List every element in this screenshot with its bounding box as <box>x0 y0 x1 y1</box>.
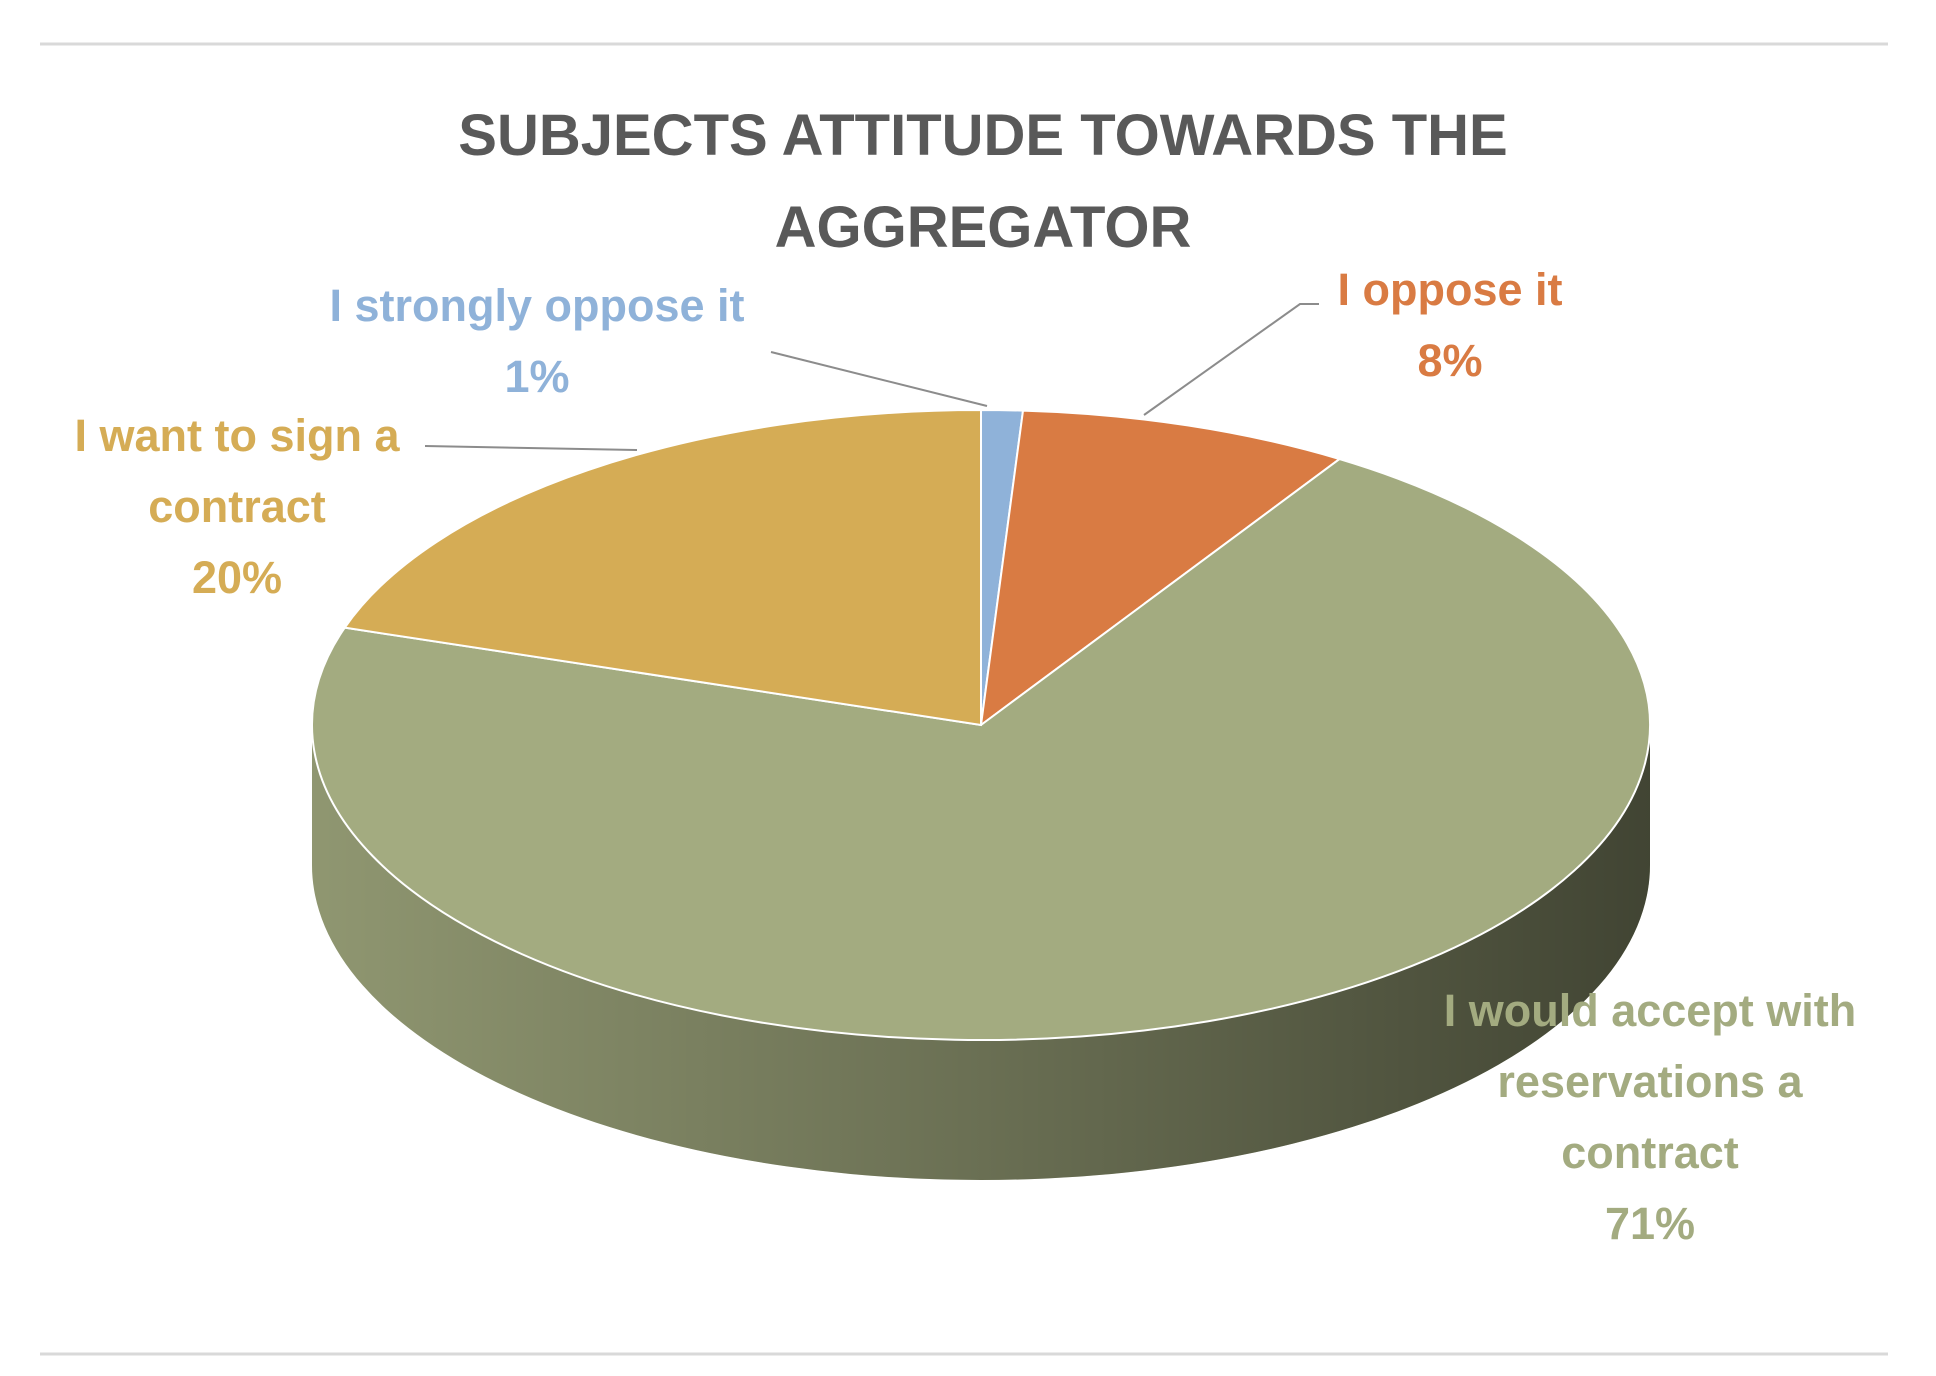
label-name: I strongly oppose it <box>329 280 745 331</box>
label-name: I want to sign a contract <box>74 410 400 532</box>
label-value: 8% <box>1417 335 1483 386</box>
leader-line <box>1143 303 1319 416</box>
data-label: I oppose it 8% <box>1250 254 1650 396</box>
side-shade <box>312 725 1650 1180</box>
pie-slice <box>311 457 1651 1041</box>
label-name: I would accept with reservations a contr… <box>1443 985 1857 1178</box>
data-label: I would accept with reservations a contr… <box>1410 975 1890 1259</box>
label-value: 20% <box>191 552 283 603</box>
pie-slice <box>979 409 1342 728</box>
leader-line <box>424 445 638 451</box>
label-name: I oppose it <box>1337 264 1563 315</box>
chart-title: SUBJECTS ATTITUDE TOWARDS THE AGGREGATOR <box>458 103 1508 260</box>
data-label: I want to sign a contract 20% <box>27 400 447 613</box>
label-value: 71% <box>1604 1198 1696 1249</box>
pie-slice <box>343 408 982 727</box>
data-label: I strongly oppose it 1% <box>277 270 797 412</box>
label-value: 1% <box>504 351 570 402</box>
leader-line <box>770 351 988 407</box>
